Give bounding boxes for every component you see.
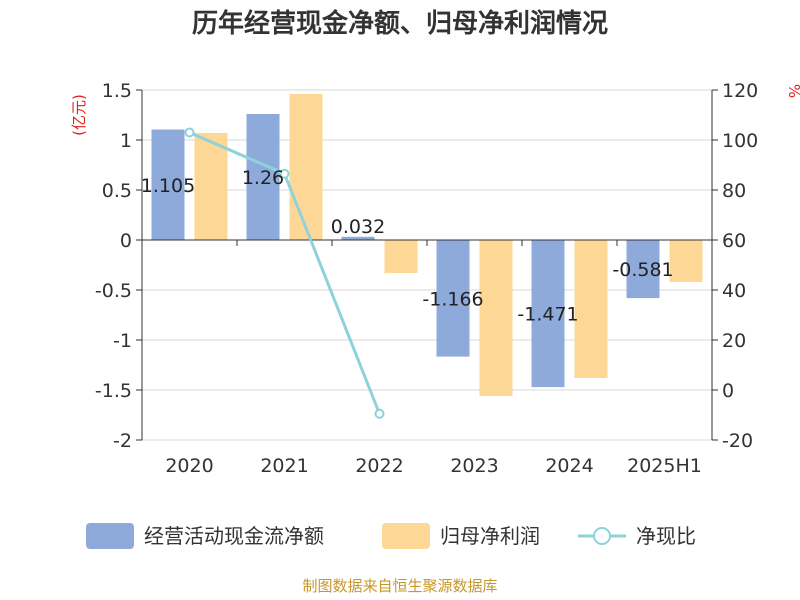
legend-label: 经营活动现金流净额: [144, 524, 324, 548]
source-note: 制图数据来自恒生聚源数据库: [302, 577, 497, 595]
bar-netprofit: [384, 240, 418, 273]
right-tick-label: 40: [722, 280, 746, 302]
left-axis-unit: (亿元): [70, 94, 88, 136]
x-tick-label: 2021: [260, 455, 308, 477]
ratio-point: [279, 168, 290, 179]
data-label: -1.166: [422, 288, 483, 310]
legend: 经营活动现金流净额 归母净利润 净现比: [86, 523, 696, 549]
legend-swatch-marker: [593, 527, 611, 545]
bar-netprofit: [289, 94, 323, 240]
left-tick-label: -2: [113, 430, 132, 452]
data-label: 0.032: [331, 216, 385, 238]
bar-cashflow: [531, 240, 565, 388]
data-label: -1.471: [517, 304, 578, 326]
left-tick-label: 1: [120, 130, 132, 152]
data-label: 1.105: [141, 175, 195, 197]
legend-swatch: [86, 523, 134, 549]
bar-cashflow: [626, 240, 660, 299]
ratio-line: [184, 127, 385, 419]
bar-netprofit: [669, 240, 703, 282]
x-tick-label: 2022: [355, 455, 403, 477]
bar-netprofit: [194, 133, 228, 240]
bar-cashflow: [436, 240, 470, 357]
bar-cashflow: [246, 114, 280, 240]
data-labels: 1.105 1.26 0.032 -1.166 -1.471 -0.581: [141, 167, 674, 326]
chart-title: 历年经营现金净额、归母净利润情况: [192, 8, 608, 39]
data-label: 1.26: [242, 167, 284, 189]
x-tick-label: 2023: [450, 455, 498, 477]
left-tick-label: 0.5: [102, 180, 132, 202]
bar-cashflow: [151, 129, 185, 240]
right-tick-label: 80: [722, 180, 746, 202]
axes: -2 -1.5 -1 -0.5 0 0.5 1 1.5 -20 0 20 40 60 80 100 120 20…: [95, 80, 758, 477]
left-tick-label: -1.5: [95, 380, 132, 402]
left-tick-label: 1.5: [102, 80, 132, 102]
bar-netprofit: [479, 240, 513, 396]
right-tick-label: 20: [722, 330, 746, 352]
right-tick-label: 60: [722, 230, 746, 252]
left-tick-label: 0: [120, 230, 132, 252]
legend-label: 归母净利润: [440, 524, 540, 548]
x-tick-label: 2020: [165, 455, 213, 477]
ratio-point: [374, 408, 385, 419]
x-tick-label: 2025H1: [627, 455, 702, 477]
left-tick-label: -1: [113, 330, 132, 352]
bars: [151, 94, 703, 396]
x-tick-label: 2024: [545, 455, 593, 477]
data-label: -0.581: [612, 259, 673, 281]
right-axis-unit: %: [785, 84, 800, 98]
right-tick-label: -20: [722, 430, 753, 452]
bar-cashflow: [341, 236, 375, 240]
left-tick-label: -0.5: [95, 280, 132, 302]
right-tick-label: 0: [722, 380, 734, 402]
right-tick-label: 100: [722, 130, 758, 152]
right-tick-label: 120: [722, 80, 758, 102]
ratio-point: [184, 127, 195, 138]
legend-swatch: [382, 523, 430, 549]
legend-label: 净现比: [636, 524, 696, 548]
bar-netprofit: [574, 240, 608, 378]
